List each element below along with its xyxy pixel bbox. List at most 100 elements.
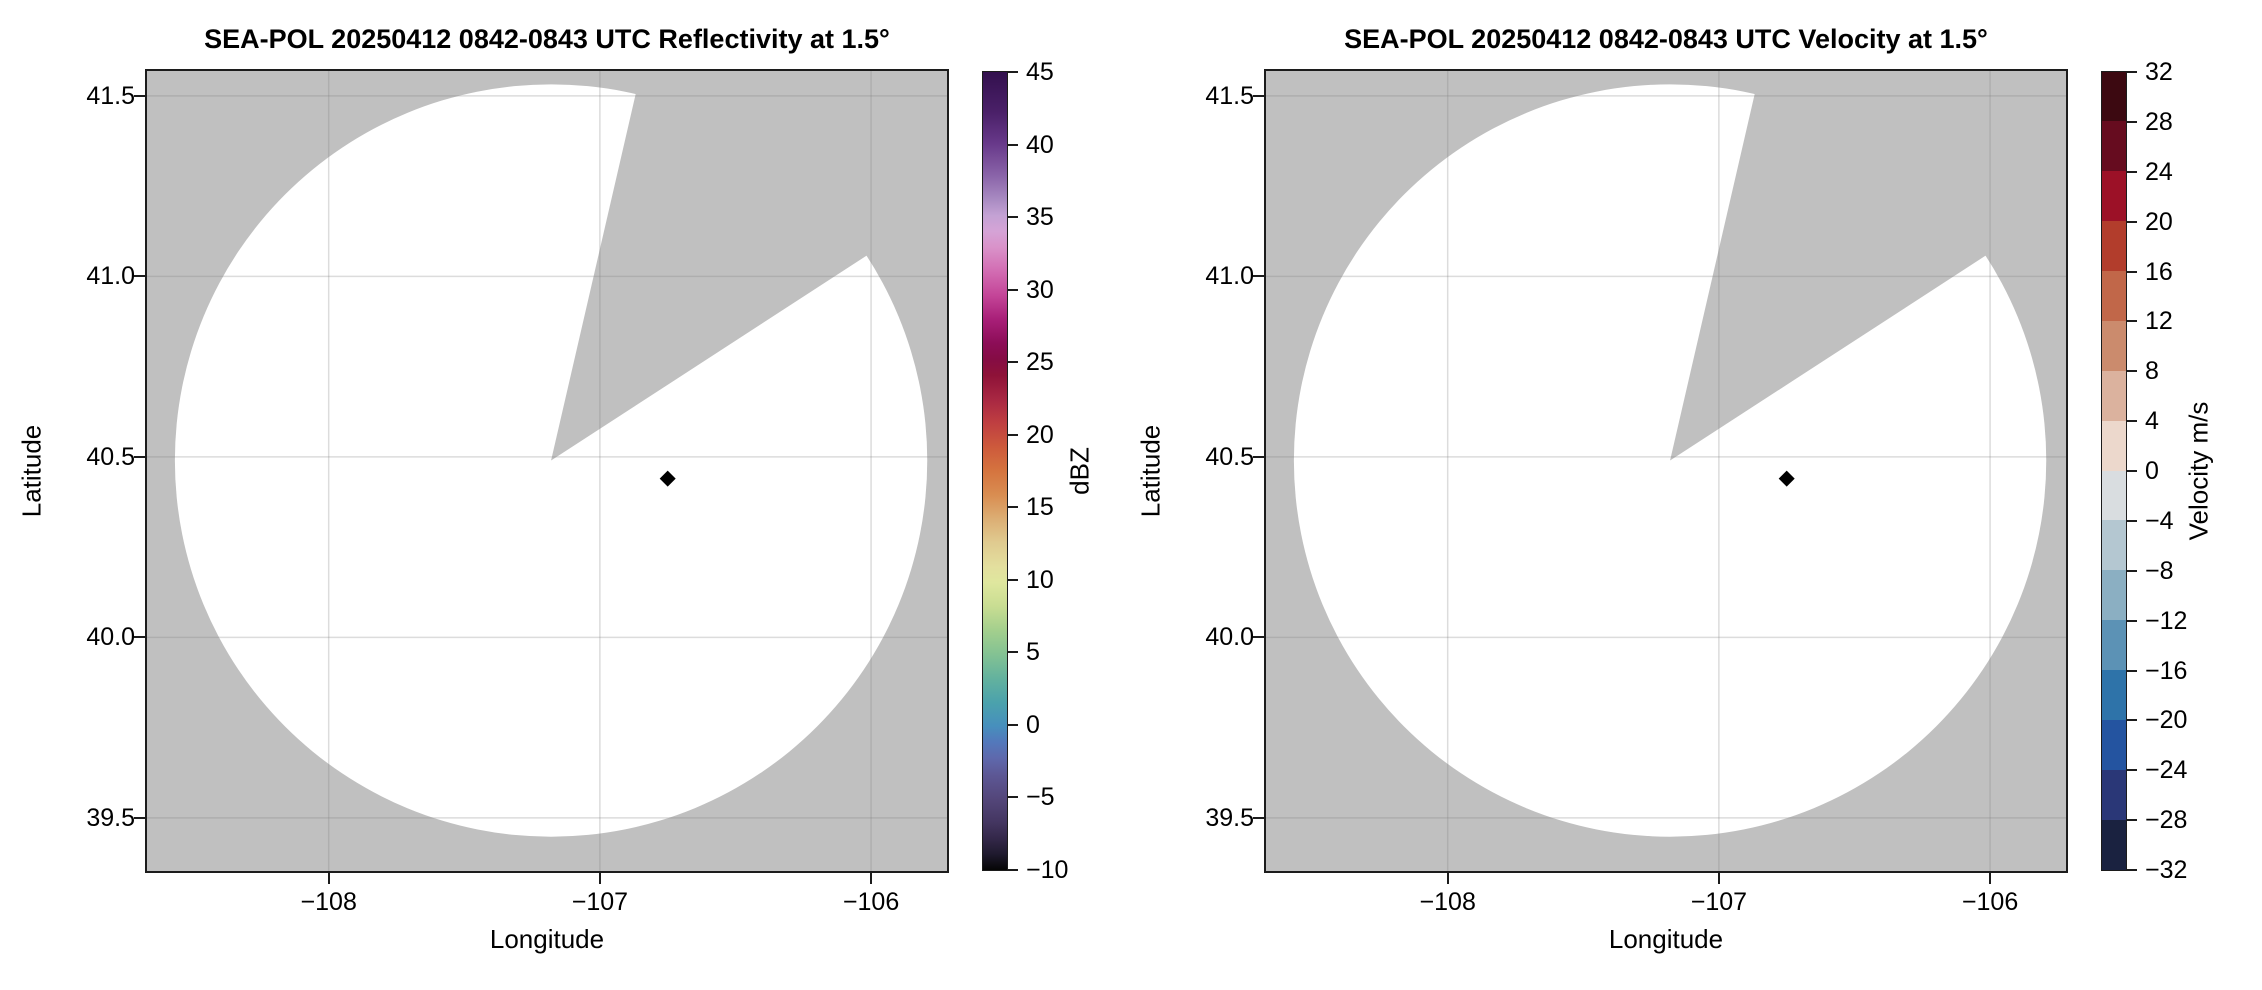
radar-ppi-velocity <box>1266 71 2066 871</box>
colorbar-tick-label: −16 <box>2145 656 2188 685</box>
colorbar-tick-mark <box>1008 869 1018 871</box>
colorbar-tick-label: 45 <box>1026 58 1054 86</box>
colorbar-segment <box>2101 620 2126 670</box>
colorbar-tick-mark <box>2127 71 2137 73</box>
y-tick-mark <box>1253 636 1266 639</box>
colorbar-tick-mark <box>2127 519 2137 522</box>
x-tick-label: −108 <box>1419 888 1476 916</box>
y-tick-label: 41.0 <box>86 262 135 291</box>
colorbar-tick-label: 25 <box>1026 348 1054 377</box>
x-tick-mark <box>1717 871 1720 884</box>
colorbar-tick-label: 35 <box>1026 203 1054 232</box>
colorbar-tick-label: −5 <box>1026 783 1055 812</box>
reflectivity-axes <box>145 69 949 873</box>
y-tick-label: 41.5 <box>86 81 135 110</box>
panel-reflectivity: SEA-POL 20250412 0842-0843 UTC Reflectiv… <box>17 24 1095 954</box>
colorbar-reflectivity <box>981 70 1008 871</box>
x-axis-label: Longitude <box>489 924 605 954</box>
echo-point-marker <box>659 470 676 487</box>
colorbar-tick-mark <box>1008 71 1018 73</box>
blocked-sector-wedge <box>551 71 947 461</box>
x-tick-label: −107 <box>571 888 629 916</box>
x-tick-mark <box>327 871 330 884</box>
colorbar-tick-mark <box>1008 796 1018 799</box>
y-tick-mark <box>134 816 147 819</box>
x-tick-label: −108 <box>300 888 357 916</box>
colorbar-segment <box>2101 520 2126 571</box>
colorbar-tick-mark <box>2127 869 2137 871</box>
x-tick-mark <box>1989 871 1992 884</box>
colorbar-tick-mark <box>2127 370 2137 373</box>
colorbar-velocity <box>2100 70 2127 871</box>
colorbar-tick-label: 0 <box>1026 710 1040 739</box>
x-tick-label: −106 <box>1961 888 2019 916</box>
colorbar-tick-mark <box>1008 506 1018 509</box>
colorbar-tick-label: 8 <box>2145 357 2159 386</box>
y-tick-label: 41.0 <box>1205 262 1254 291</box>
colorbar-tick-label: −20 <box>2145 706 2188 735</box>
colorbar-tick-label: 15 <box>1026 493 1054 522</box>
colorbar-tick-label: 20 <box>1026 420 1054 449</box>
x-tick-mark <box>598 871 601 884</box>
colorbar-tick-mark <box>2127 569 2137 572</box>
colorbar-tick-label: 12 <box>2145 307 2173 336</box>
colorbar-tick-label: 32 <box>2145 58 2173 86</box>
colorbar-tick-label: 10 <box>1026 565 1054 594</box>
y-tick-mark <box>1253 275 1266 278</box>
colorbar-segment <box>2101 121 2126 172</box>
colorbar-tick-mark <box>1008 216 1018 219</box>
colorbar-tick-mark <box>1008 723 1018 726</box>
colorbar-tick-label: 28 <box>2145 107 2173 136</box>
colorbar-tick-mark <box>2127 420 2137 423</box>
colorbar-tick-mark <box>1008 288 1018 291</box>
colorbar-tick-label: 24 <box>2145 157 2173 186</box>
y-tick-label: 41.5 <box>1205 81 1254 110</box>
y-tick-label: 39.5 <box>86 803 135 832</box>
y-tick-mark <box>134 455 147 458</box>
radar-ppi-reflectivity <box>147 71 947 871</box>
colorbar-tick-label: 0 <box>2145 457 2159 485</box>
colorbar-tick-mark <box>2127 270 2137 273</box>
plot-title: SEA-POL 20250412 0842-0843 UTC Reflectiv… <box>204 24 890 54</box>
colorbar-tick-mark <box>2127 619 2137 622</box>
colorbar-tick-label: −10 <box>1026 856 1069 884</box>
colorbar-tick-mark <box>2127 819 2137 822</box>
colorbar-segment <box>2101 420 2126 471</box>
colorbar-tick-mark <box>1008 361 1018 364</box>
colorbar-tick-mark <box>2127 120 2137 123</box>
colorbar-tick-label: 30 <box>1026 275 1054 304</box>
colorbar-segment <box>2101 470 2126 521</box>
y-tick-label: 40.5 <box>1205 442 1254 471</box>
x-tick-label: −106 <box>842 888 900 916</box>
blocked-sector-wedge <box>1670 71 2066 461</box>
colorbar-tick-mark <box>2127 470 2137 472</box>
echo-point-marker <box>1778 470 1795 487</box>
colorbar-tick-label: −28 <box>2145 806 2188 835</box>
colorbar-segment <box>2101 171 2126 222</box>
colorbar-tick-label: −8 <box>2145 556 2174 585</box>
colorbar-tick-label: −12 <box>2145 606 2188 635</box>
panel-velocity: SEA-POL 20250412 0842-0843 UTC Velocity … <box>1119 0 2262 990</box>
y-tick-mark <box>134 94 147 97</box>
colorbar-segment <box>2101 570 2126 621</box>
colorbar-tick-mark <box>2127 320 2137 323</box>
colorbar-label: Velocity m/s <box>2183 401 2214 541</box>
y-axis-label: Latitude <box>1135 424 1166 518</box>
colorbar-tick-mark <box>2127 769 2137 772</box>
colorbar-segment <box>2101 769 2126 820</box>
y-tick-mark <box>1253 455 1266 458</box>
colorbar-tick-label: 4 <box>2145 407 2159 436</box>
colorbar-tick-mark <box>1008 143 1018 146</box>
colorbar-segment <box>2101 221 2126 271</box>
colorbar-tick-label: −24 <box>2145 756 2188 785</box>
plot-title: SEA-POL 20250412 0842-0843 UTC Velocity … <box>1344 24 1988 54</box>
colorbar-segment <box>2101 271 2126 321</box>
colorbar-tick-label: −32 <box>2145 856 2188 884</box>
colorbar-tick-label: 20 <box>2145 207 2173 236</box>
x-axis-label: Longitude <box>1608 924 1724 954</box>
colorbar-tick-mark <box>1008 578 1018 581</box>
colorbar-segment <box>2101 819 2126 870</box>
colorbar-tick-label: 40 <box>1026 130 1054 159</box>
colorbar-segment <box>2101 670 2126 720</box>
